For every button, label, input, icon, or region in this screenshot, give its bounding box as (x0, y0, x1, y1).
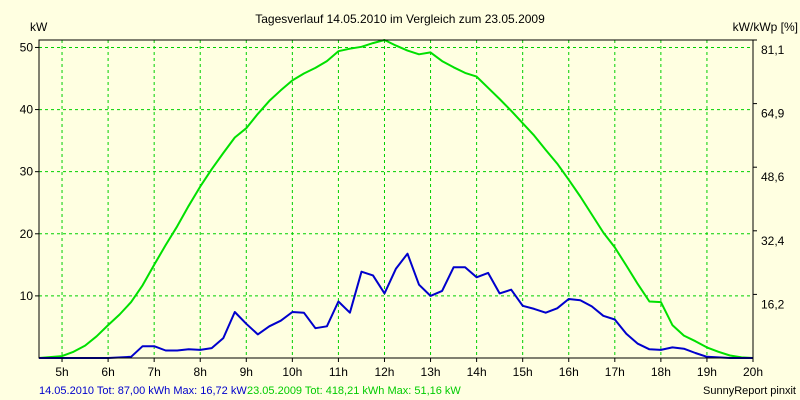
text-layer: Tagesverlauf 14.05.2010 im Vergleich zum… (20, 12, 798, 397)
axis-layer (35, 39, 757, 362)
x-tick-label: 18h (651, 365, 671, 379)
x-tick-label: 8h (194, 365, 207, 379)
x-tick-label: 15h (513, 365, 533, 379)
x-tick-label: 19h (697, 365, 717, 379)
plot-frame (38, 39, 754, 359)
x-tick-label: 6h (101, 365, 114, 379)
x-tick-label: 5h (55, 365, 68, 379)
y-tick-label-left: 40 (20, 103, 34, 117)
y-tick-label-right: 81,1 (761, 43, 785, 57)
y-tick-label-left: 50 (20, 40, 34, 54)
series-line-23-05-2009 (38, 39, 754, 359)
legend-blue-info: 14.05.2010 Tot: 87,00 kWh Max: 16,72 kW (39, 385, 247, 397)
x-tick-label: 13h (421, 365, 441, 379)
y-axis-right-label: kW/kWp [%] (733, 20, 798, 34)
y-tick-label-right: 32,4 (761, 234, 785, 248)
x-tick-label: 17h (605, 365, 625, 379)
y-tick-label-right: 64,9 (761, 107, 785, 121)
x-tick-label: 11h (329, 365, 348, 379)
x-tick-label: 9h (240, 365, 253, 379)
x-tick-label: 7h (147, 365, 160, 379)
series-line-14-05-2010 (39, 252, 753, 359)
y-tick-label-right: 48,6 (761, 170, 785, 184)
x-tick-label: 14h (467, 365, 487, 379)
x-tick-label: 16h (559, 365, 579, 379)
y-axis-left-label: kW (30, 20, 48, 34)
x-tick-label: 10h (282, 365, 302, 379)
chart-title: Tagesverlauf 14.05.2010 im Vergleich zum… (255, 12, 545, 26)
x-tick-label: 20h (743, 365, 763, 379)
series-layer (38, 39, 754, 359)
y-tick-label-right: 16,2 (761, 297, 785, 311)
credit-text: SunnyReport pinxit (703, 385, 796, 397)
x-tick-label: 12h (374, 365, 394, 379)
y-tick-label-left: 20 (20, 227, 34, 241)
y-tick-label-left: 10 (20, 289, 34, 303)
grid-layer (39, 40, 753, 358)
legend-green-info: 23.05.2009 Tot: 418,21 kWh Max: 51,16 kW (247, 385, 461, 397)
y-tick-label-left: 30 (20, 165, 34, 179)
